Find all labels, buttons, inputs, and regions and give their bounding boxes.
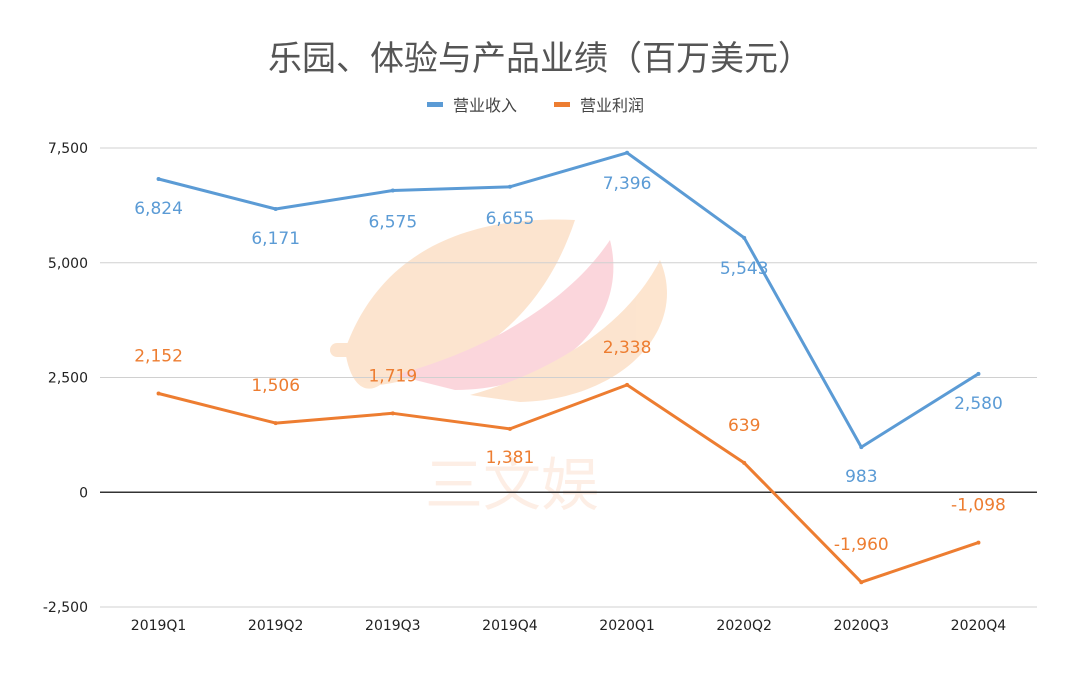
legend-swatch: [554, 102, 570, 107]
legend-swatch: [427, 102, 443, 107]
x-tick-label: 2020Q2: [716, 618, 772, 634]
data-label: 1,381: [486, 448, 535, 468]
chart-title: 乐园、体验与产品业绩（百万美元）: [268, 39, 812, 79]
data-label: 6,575: [368, 212, 417, 232]
data-label: 5,543: [720, 259, 769, 279]
series-lines: [156, 150, 981, 585]
data-label: -1,960: [834, 535, 889, 555]
data-labels: 6,824 6,171 6,575 6,655 7,396 5,543 983 2,580 2,…: [134, 174, 1006, 555]
x-tick-label: 2020Q1: [599, 618, 655, 634]
x-tick-label: 2020Q4: [951, 618, 1007, 634]
data-label: 1,719: [368, 366, 417, 386]
y-tick-label: 2,500: [48, 371, 88, 387]
data-point: [625, 150, 630, 155]
data-point: [156, 177, 161, 182]
y-tick-label: 7,500: [48, 141, 88, 157]
data-point: [156, 391, 161, 396]
data-label: 7,396: [603, 174, 652, 194]
data-point: [625, 382, 630, 387]
x-tick-label: 2019Q1: [131, 618, 187, 634]
series-line-revenue: [158, 151, 980, 449]
data-point: [273, 207, 278, 212]
x-tick-label: 2019Q4: [482, 618, 538, 634]
legend: 营业收入 营业利润: [427, 96, 644, 115]
data-point: [390, 411, 395, 416]
data-label: 2,580: [954, 394, 1003, 414]
x-tick-label: 2019Q3: [365, 618, 421, 634]
x-tick-label: 2019Q2: [248, 618, 304, 634]
x-tick-label: 2020Q3: [834, 618, 890, 634]
data-point: [742, 235, 747, 240]
legend-label: 营业利润: [580, 96, 644, 115]
data-point: [507, 426, 512, 431]
data-label: 983: [845, 467, 877, 487]
y-axis-ticks: 7,500 5,000 2,500 0 -2,500: [43, 141, 88, 616]
data-label: 6,171: [251, 229, 300, 249]
y-tick-label: -2,500: [43, 600, 88, 616]
x-axis-ticks: 2019Q1 2019Q2 2019Q3 2019Q4 2020Q1 2020Q2 2020…: [131, 618, 1007, 634]
y-tick-label: 5,000: [48, 256, 88, 272]
data-label: 6,655: [486, 209, 535, 229]
data-point: [742, 460, 747, 465]
series-line-profit: [158, 383, 979, 584]
data-label: 2,338: [603, 338, 652, 358]
data-label: 2,152: [134, 346, 183, 366]
data-point: [859, 580, 864, 585]
gridlines: [100, 147, 1037, 608]
data-label: 1,506: [251, 376, 300, 396]
data-point: [507, 184, 512, 189]
data-point: [859, 445, 864, 450]
data-label: 639: [728, 416, 760, 436]
data-point: [390, 188, 395, 193]
legend-label: 营业收入: [453, 96, 517, 115]
watermark-logo: 三文娱: [330, 219, 668, 519]
data-point: [976, 540, 981, 545]
data-label: -1,098: [951, 496, 1006, 516]
data-label: 6,824: [134, 199, 183, 219]
y-tick-label: 0: [79, 485, 88, 501]
watermark-text: 三文娱: [425, 451, 599, 519]
data-point: [976, 371, 981, 376]
data-point: [273, 421, 278, 426]
